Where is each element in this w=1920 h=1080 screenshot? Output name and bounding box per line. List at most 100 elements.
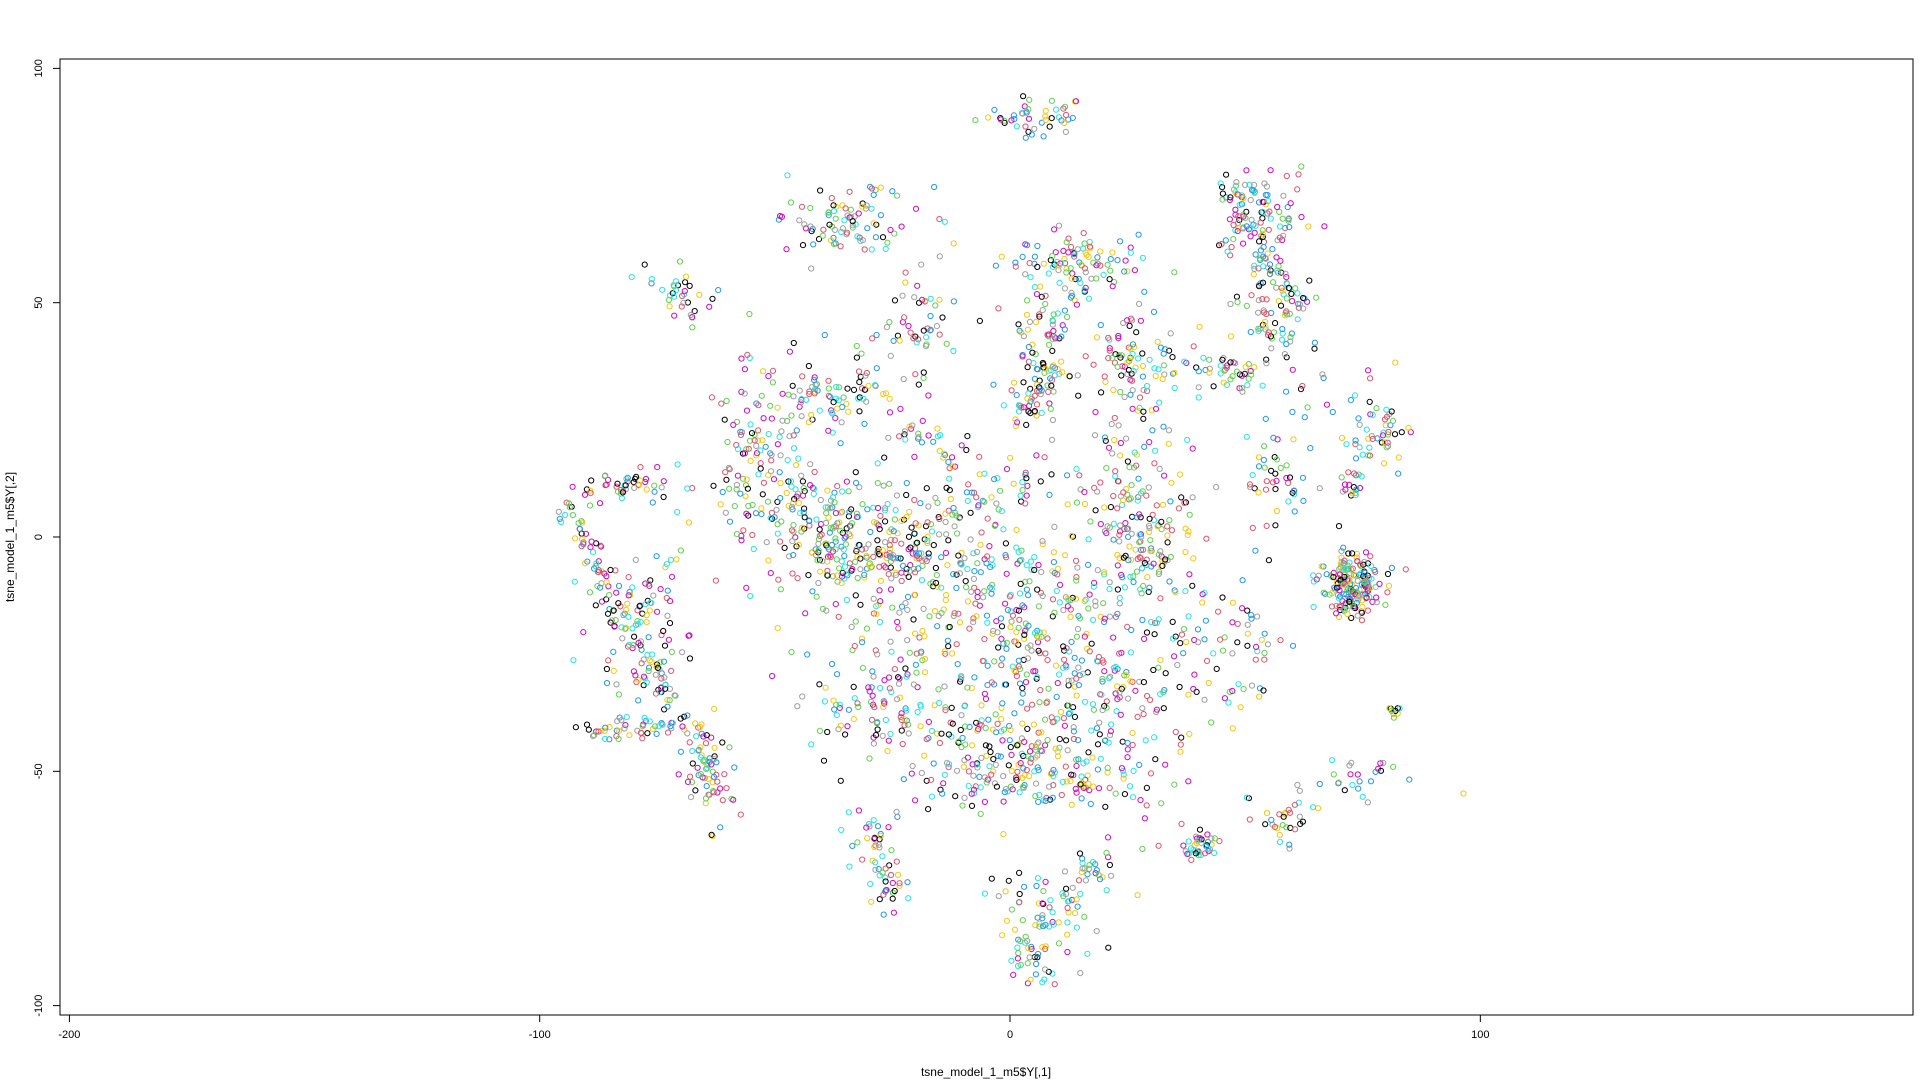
data-point — [1106, 347, 1113, 354]
data-point — [653, 730, 660, 738]
data-point — [1227, 194, 1234, 201]
data-point — [1277, 637, 1284, 644]
data-point — [992, 761, 999, 769]
data-point — [1061, 722, 1069, 729]
data-point — [1290, 487, 1298, 494]
data-point — [1210, 650, 1217, 657]
data-point — [1350, 604, 1357, 611]
data-point — [925, 718, 933, 726]
data-point — [1000, 773, 1007, 780]
data-point — [673, 556, 680, 563]
data-point — [1126, 783, 1134, 790]
data-point — [907, 562, 914, 569]
data-point — [1036, 313, 1043, 320]
data-point — [1110, 386, 1117, 394]
data-point — [797, 509, 804, 517]
data-point — [765, 431, 772, 438]
data-point — [653, 553, 660, 560]
data-point — [989, 630, 996, 637]
data-point — [997, 116, 1005, 123]
data-point — [838, 228, 845, 236]
data-point — [1241, 181, 1249, 188]
data-point — [755, 427, 762, 434]
data-point — [748, 430, 756, 437]
data-point — [1151, 460, 1158, 467]
data-point — [661, 706, 668, 713]
data-point — [628, 274, 635, 281]
data-point — [822, 684, 829, 691]
data-point — [1126, 358, 1133, 365]
data-point — [973, 613, 980, 620]
data-point — [1054, 715, 1061, 722]
x-axis: -200 -100 0 100 — [58, 1014, 1489, 1041]
data-point — [1112, 663, 1119, 670]
data-point — [834, 671, 841, 678]
data-point — [1356, 586, 1363, 594]
data-point — [1042, 116, 1049, 124]
data-point — [1282, 270, 1289, 277]
data-point — [677, 547, 685, 554]
data-point — [1262, 191, 1269, 199]
data-point — [648, 276, 655, 283]
data-point — [1205, 679, 1212, 687]
data-point — [1048, 97, 1056, 104]
data-point — [598, 727, 605, 734]
data-point — [1039, 912, 1046, 919]
data-point — [879, 547, 886, 554]
data-point — [1045, 270, 1052, 277]
data-point — [1150, 560, 1157, 567]
data-point — [1019, 917, 1026, 924]
data-point — [827, 394, 834, 401]
data-point — [585, 726, 592, 733]
data-point — [1356, 571, 1363, 579]
data-point — [1192, 850, 1199, 857]
data-point — [1239, 577, 1246, 584]
data-point — [896, 337, 903, 344]
data-point — [1065, 235, 1072, 242]
data-point — [1012, 668, 1020, 676]
data-point — [1160, 423, 1167, 430]
data-point — [603, 680, 611, 687]
data-point — [1008, 618, 1015, 625]
data-point — [711, 705, 718, 713]
data-point — [958, 673, 965, 680]
data-point — [1201, 696, 1208, 703]
data-point — [745, 512, 752, 519]
data-point — [941, 683, 948, 690]
data-point — [796, 217, 803, 224]
data-point — [1352, 441, 1359, 448]
data-point — [1155, 616, 1162, 623]
data-point — [1056, 599, 1063, 606]
data-point — [883, 551, 890, 558]
data-point — [920, 327, 927, 334]
data-point — [1243, 794, 1251, 801]
data-point — [882, 518, 889, 525]
data-point — [747, 592, 754, 600]
data-point — [1234, 228, 1241, 235]
data-point — [654, 608, 661, 615]
data-point — [1073, 574, 1080, 581]
data-point — [1068, 638, 1075, 646]
data-point — [1074, 564, 1081, 571]
data-point — [1272, 320, 1279, 327]
data-point — [1139, 254, 1147, 261]
data-point — [954, 661, 961, 668]
data-point — [902, 279, 909, 286]
data-point — [1070, 724, 1077, 731]
data-point — [646, 718, 653, 725]
data-point — [879, 869, 886, 876]
data-point — [872, 647, 879, 654]
data-point — [1042, 113, 1049, 120]
data-point — [1091, 484, 1098, 491]
data-point — [894, 813, 901, 821]
data-point — [934, 425, 941, 432]
data-point — [682, 273, 690, 280]
data-point — [712, 577, 720, 584]
data-point — [790, 522, 797, 529]
data-point — [615, 600, 622, 607]
data-point — [1106, 345, 1113, 352]
data-point — [839, 569, 846, 577]
data-point — [788, 649, 795, 656]
data-point — [1068, 289, 1075, 296]
